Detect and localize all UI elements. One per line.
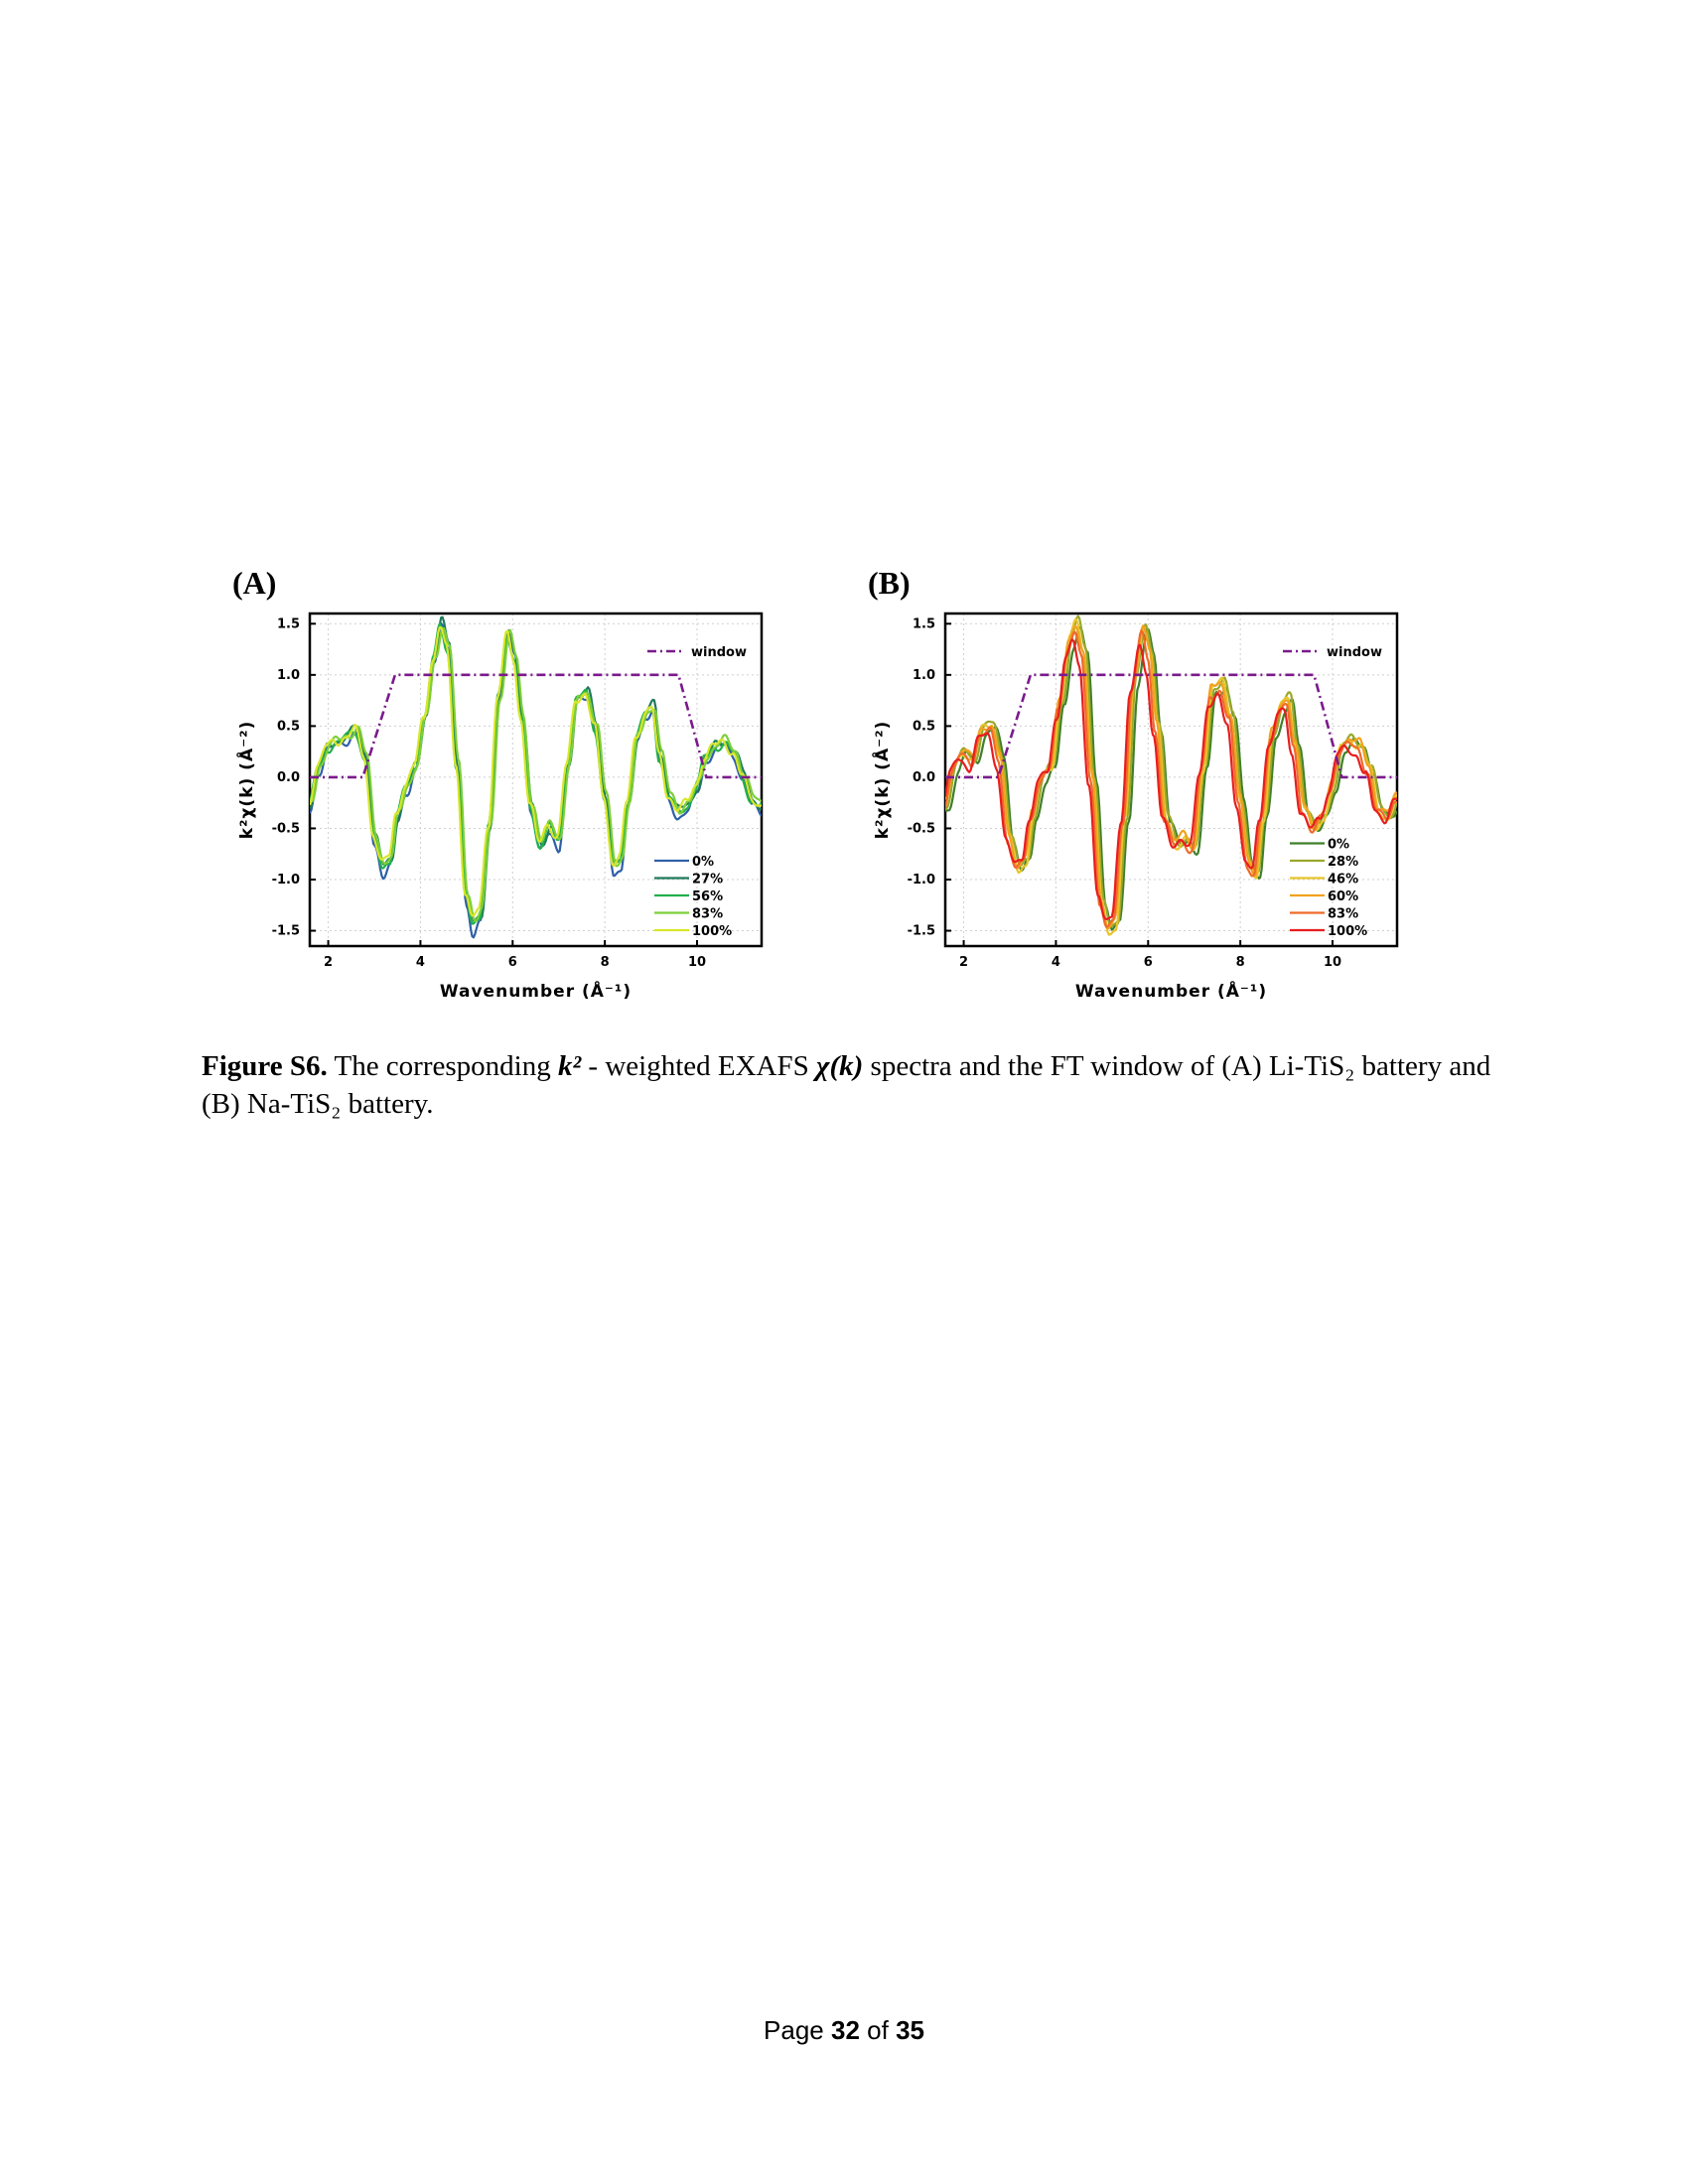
chart-a-window-legend-label: window	[691, 645, 747, 660]
figure-caption: Figure S6. The corresponding k² - weight…	[202, 1047, 1492, 1123]
chart-b-panel-label: (B)	[868, 565, 911, 601]
chart-panel-a: (A) 1.5 1.0 0.5 0.0 -0.5 -1.0 -1.5 2 4 6 8 10 Wavenum…	[218, 556, 774, 1013]
chart-a-xtick-label-0: 2	[324, 955, 333, 970]
chart-b-ytick-label-4: -0.5	[908, 821, 935, 836]
chart-a-xtick-label-3: 8	[601, 955, 610, 970]
chart-a-ytick-label-3: 0.0	[277, 770, 300, 785]
caption-label: Figure S6.	[202, 1050, 328, 1082]
chart-b-legend-label-2: 46%	[1328, 873, 1358, 887]
chart-a-legend-label-3: 83%	[692, 907, 723, 922]
chart-a-ytick-label-2: 0.5	[277, 719, 300, 734]
chart-b-plot-frame	[943, 612, 1399, 948]
chart-a-legend-label-1: 27%	[692, 873, 723, 887]
chart-a-xtick-label-4: 10	[688, 955, 706, 970]
chart-b-ytick-label-5: -1.0	[908, 873, 935, 887]
footer-page-number: 32	[830, 2015, 860, 2045]
chart-a-xtick-label-1: 4	[416, 955, 425, 970]
chart-a-plot-frame	[308, 612, 764, 948]
chart-b-y-axis-title: k²χ(k) (Å⁻²)	[870, 721, 893, 840]
chart-a-y-axis-title: k²χ(k) (Å⁻²)	[234, 721, 257, 840]
chart-b-legend-label-1: 28%	[1328, 855, 1358, 870]
chart-a-panel-label: (A)	[232, 565, 276, 601]
footer-page-total: 35	[896, 2015, 924, 2045]
chart-b-legend-label-3: 60%	[1328, 889, 1358, 904]
chart-b-xtick-label-1: 4	[1052, 955, 1060, 970]
page-footer: Page 32 of 35	[0, 2015, 1688, 2046]
chart-a-svg: (A)1.5 1.0 0.5 0.0 -0.5 -1.0 -1.5 2 4 6 8 10 Wavenum…	[232, 565, 764, 1002]
chart-b-window-legend-label: window	[1327, 645, 1382, 660]
chart-a-xtick-label-2: 6	[508, 955, 517, 970]
chart-b-x-axis-title: Wavenumber (Å⁻¹)	[1075, 979, 1267, 1002]
chart-a-legend-label-0: 0%	[692, 855, 714, 870]
chart-b-legend-label-0: 0%	[1328, 838, 1349, 853]
chart-a-x-axis-title: Wavenumber (Å⁻¹)	[440, 979, 632, 1002]
footer-of-word: of	[867, 2015, 889, 2045]
caption-math-chi: χ(k)	[816, 1050, 864, 1082]
chart-a-legend-label-4: 100%	[692, 924, 732, 939]
chart-b-window-line	[945, 673, 1397, 779]
chart-b-legend-label-4: 83%	[1328, 907, 1358, 922]
chart-b-svg: (B)1.5 1.0 0.5 0.0 -0.5 -1.0 -1.5 2 4 6 8 10 Wavenum…	[868, 565, 1399, 1002]
chart-a-series-line-4	[310, 625, 762, 917]
chart-b-ytick-label-6: -1.5	[908, 924, 935, 939]
footer-page-word: Page	[764, 2015, 824, 2045]
chart-a-ytick-label-1: 1.0	[277, 668, 300, 683]
caption-text-2: - weighted EXAFS	[581, 1050, 816, 1082]
chart-a-series-line-3	[310, 626, 762, 923]
chart-b-ytick-label-1: 1.0	[913, 668, 935, 683]
caption-text-3: spectra and the FT window of (A) Li-TiS₂…	[202, 1050, 1491, 1120]
chart-b-plot-area	[945, 614, 1397, 936]
caption-math-k2: k²	[557, 1050, 582, 1082]
chart-a-ytick-label-6: -1.5	[272, 924, 300, 939]
chart-b-legend-label-5: 100%	[1328, 924, 1367, 939]
caption-text-1: The corresponding	[327, 1050, 558, 1082]
chart-b-ytick-label-3: 0.0	[913, 770, 935, 785]
chart-b-xtick-label-4: 10	[1324, 955, 1341, 970]
chart-b-xtick-label-2: 6	[1144, 955, 1153, 970]
chart-b-ytick-label-2: 0.5	[913, 719, 935, 734]
chart-a-ytick-label-4: -0.5	[272, 821, 300, 836]
chart-b-ytick-label-0: 1.5	[913, 616, 935, 631]
chart-b-series-line-5	[945, 638, 1397, 920]
chart-panel-b: (B) 1.5 1.0 0.5 0.0 -0.5 -1.0 -1.5 2 4 6 8 10 Wavenum…	[854, 556, 1410, 1013]
chart-a-ytick-label-0: 1.5	[277, 616, 300, 631]
chart-a-plot-area	[310, 615, 762, 939]
chart-a-legend-label-2: 56%	[692, 889, 723, 904]
chart-a-ytick-label-5: -1.0	[272, 873, 300, 887]
chart-a-window-line	[310, 673, 762, 779]
chart-b-xtick-label-3: 8	[1236, 955, 1245, 970]
chart-b-xtick-label-0: 2	[959, 955, 968, 970]
